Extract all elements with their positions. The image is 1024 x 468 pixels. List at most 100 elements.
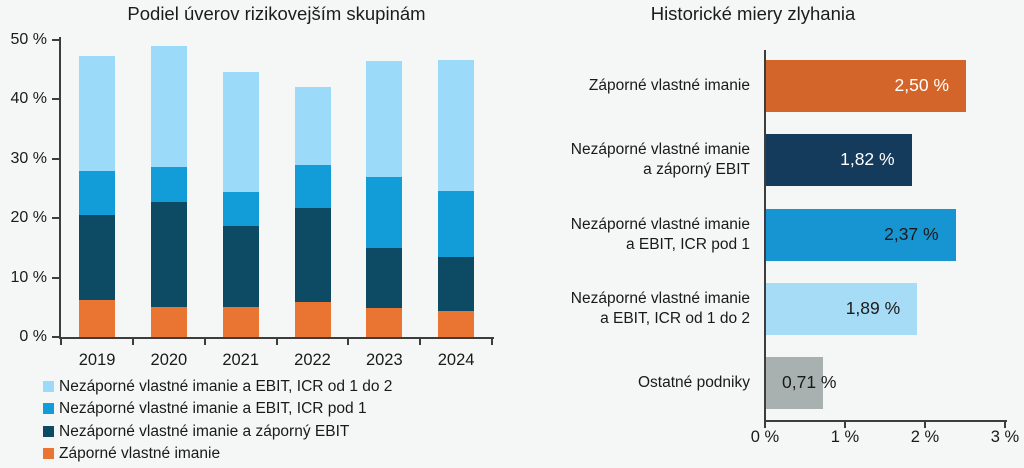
h-bar-1 bbox=[766, 134, 912, 187]
stacked-bar-segment-2023-s0 bbox=[366, 307, 403, 337]
legend-item-label: Nezáporné vlastné imanie a EBIT, ICR od … bbox=[59, 378, 393, 395]
h-bar-2 bbox=[766, 208, 956, 261]
right-chart-plot-area: 0 % 1 % 2 % 3 % Záporné vlastné imanie 2,50 %… bbox=[512, 0, 1024, 468]
left-chart-title: Podiel úverov rizikovejším skupinám bbox=[127, 3, 426, 24]
x-axis-tick bbox=[419, 339, 422, 345]
bar-category-label-line: a EBIT, ICR pod 1 bbox=[625, 235, 750, 253]
x-axis-tick bbox=[764, 422, 766, 428]
bar-value-label: 0,71 % bbox=[782, 372, 837, 392]
stacked-bar-segment-2024-s3 bbox=[438, 60, 475, 191]
stacked-bar-segment-2024-s1 bbox=[438, 257, 475, 311]
x-tick-label: 2022 bbox=[294, 351, 331, 369]
x-axis-line bbox=[764, 420, 1007, 422]
y-axis-tick bbox=[52, 38, 59, 41]
h-bar-3 bbox=[766, 282, 918, 335]
stacked-bar-segment-2022-s3 bbox=[294, 86, 331, 165]
x-tick-label: 2023 bbox=[365, 351, 403, 369]
legend-item-label: Nezáporné vlastné imanie a EBIT, ICR pod… bbox=[59, 400, 367, 418]
y-tick-label: 20 % bbox=[10, 209, 47, 226]
h-bar-4 bbox=[766, 357, 823, 409]
legend-item: Záporné vlastné imanie bbox=[43, 443, 507, 465]
stacked-bar-segment-2020-s3 bbox=[150, 46, 187, 167]
y-axis-tick bbox=[52, 336, 59, 338]
y-tick-label: 30 % bbox=[10, 149, 47, 167]
stacked-bar-segment-2020-s2 bbox=[150, 166, 187, 202]
x-tick-label: 0 % bbox=[750, 428, 780, 446]
legend-item-label: Nezáporné vlastné imanie a záporný EBIT bbox=[59, 422, 350, 440]
y-axis-line bbox=[764, 50, 766, 422]
stacked-bar-segment-2022-s2 bbox=[294, 165, 331, 208]
stacked-bar-segment-2021-s0 bbox=[222, 307, 259, 338]
legend-swatch bbox=[43, 381, 54, 392]
bar-value-label: 1,82 % bbox=[840, 149, 895, 170]
bar-value-label: 2,37 % bbox=[884, 223, 939, 244]
y-axis-tick bbox=[52, 276, 59, 279]
x-axis-tick bbox=[60, 339, 63, 345]
x-axis-tick bbox=[1004, 422, 1006, 428]
stacked-bar-chart-panel: Podiel úverov rizikovejším skupinám 0 % 1… bbox=[10, 3, 509, 468]
legend-item: Nezáporné vlastné imanie a záporný EBIT bbox=[43, 421, 507, 443]
bar-category-label: Ostatné podniky bbox=[512, 373, 750, 393]
legend-item: Nezáporné vlastné imanie a EBIT, ICR od … bbox=[43, 376, 507, 398]
stacked-bar-segment-2021-s2 bbox=[222, 191, 259, 226]
bar-category-label: Záporné vlastné imanie bbox=[512, 76, 750, 96]
stacked-bar-segment-2020-s1 bbox=[150, 201, 187, 308]
stacked-bar-segment-2019-s0 bbox=[79, 300, 116, 337]
y-axis-line bbox=[59, 37, 61, 339]
x-axis-tick bbox=[347, 339, 350, 345]
bar-category-label-line: Nezáporné vlastné imanie bbox=[570, 215, 750, 233]
stacked-bar-segment-2023-s1 bbox=[366, 247, 403, 308]
x-axis-tick bbox=[924, 422, 926, 428]
stacked-bar-segment-2022-s0 bbox=[294, 301, 331, 337]
x-tick-label: 2021 bbox=[222, 351, 260, 369]
y-tick-label: 40 % bbox=[10, 90, 47, 107]
y-axis-tick bbox=[52, 217, 59, 219]
stacked-bar-segment-2020-s0 bbox=[150, 307, 187, 338]
x-axis-tick bbox=[132, 339, 134, 345]
x-axis-tick bbox=[491, 339, 493, 345]
bar-category-label-line: a záporný EBIT bbox=[643, 161, 750, 179]
x-tick-label: 2020 bbox=[150, 351, 188, 369]
legend-item: Nezáporné vlastné imanie a EBIT, ICR pod… bbox=[43, 398, 507, 420]
right-chart-title: Historické miery zlyhania bbox=[650, 3, 856, 24]
stacked-bar-segment-2024-s0 bbox=[438, 310, 475, 337]
x-tick-label: 2019 bbox=[78, 351, 116, 369]
x-tick-label: 1 % bbox=[830, 428, 860, 446]
bar-category-label-line: Nezáporné vlastné imanie bbox=[570, 141, 750, 159]
bar-value-label: 1,89 % bbox=[845, 297, 901, 318]
x-tick-label: 2 % bbox=[910, 428, 940, 446]
legend-swatch bbox=[43, 403, 54, 415]
x-axis-tick bbox=[844, 422, 846, 428]
bar-category-label: Nezáporné vlastné imanie a EBIT, ICR od 1… bbox=[512, 289, 750, 329]
stacked-bar-segment-2024-s2 bbox=[438, 190, 475, 258]
left-chart-legend: Nezáporné vlastné imanie a EBIT, ICR od … bbox=[43, 376, 509, 468]
y-axis-tick bbox=[52, 98, 59, 100]
stacked-bar-segment-2021-s1 bbox=[222, 225, 259, 308]
y-tick-label: 50 % bbox=[10, 30, 47, 48]
stacked-bar-segment-2022-s1 bbox=[294, 207, 331, 302]
stacked-bar-segment-2023-s2 bbox=[366, 176, 403, 248]
h-bar-0 bbox=[766, 60, 966, 112]
bar-category-label: Nezáporné vlastné imanie a EBIT, ICR pod … bbox=[512, 215, 750, 255]
y-tick-label: 0 % bbox=[19, 328, 47, 345]
bar-category-label-line: Nezáporné vlastné imanie bbox=[570, 289, 750, 307]
legend-swatch bbox=[43, 425, 54, 437]
bar-category-label-line: Ostatné podniky bbox=[637, 374, 750, 391]
stacked-bar-segment-2023-s3 bbox=[366, 60, 403, 177]
x-axis-tick bbox=[275, 339, 278, 345]
x-tick-label: 2024 bbox=[437, 351, 475, 369]
stacked-bar-segment-2021-s3 bbox=[222, 72, 259, 192]
x-tick-label: 3 % bbox=[990, 428, 1020, 446]
legend-item-label: Záporné vlastné imanie bbox=[59, 445, 221, 463]
x-axis-line bbox=[59, 337, 494, 339]
horizontal-bar-chart-panel: Historické miery zlyhania 0 % 1 % 2 % 3 % Zá… bbox=[512, 0, 1024, 468]
legend-swatch bbox=[43, 448, 54, 460]
bar-category-label-line: a EBIT, ICR od 1 do 2 bbox=[600, 309, 750, 327]
x-axis-tick bbox=[203, 339, 206, 345]
stacked-bar-segment-2019-s1 bbox=[79, 215, 116, 301]
y-axis-tick bbox=[52, 157, 59, 160]
left-chart-plot-area: 0 % 10 % 20 % 30 % 40 % 50 % 2019 2020 2021 2022 2… bbox=[10, 30, 494, 369]
bar-category-label: Nezáporné vlastné imanie a záporný EBIT bbox=[512, 140, 750, 180]
stacked-bar-segment-2019-s2 bbox=[79, 171, 116, 215]
